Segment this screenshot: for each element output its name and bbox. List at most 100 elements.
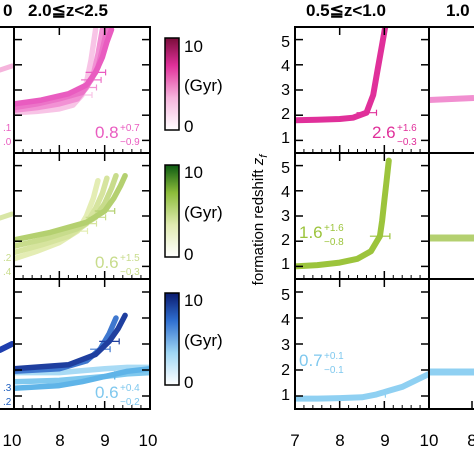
colorbar-top: 10 (Gyr) 0 — [164, 37, 223, 136]
annotation-left-bottom: 0.6 +0.4 −0.2 — [95, 383, 140, 408]
clipped-left-series-top — [0, 63, 15, 73]
annotation-left-bottom-value: 0.6 — [95, 383, 119, 402]
panel-frame-right-bottom — [294, 278, 430, 410]
annotation-right-bottom-value: 0.7 — [299, 351, 323, 370]
clipped-annotation-3: .2 — [3, 253, 12, 264]
annotation-left-top: 0.8 +0.7 −0.9 — [95, 123, 140, 148]
panel-right-top — [295, 27, 389, 124]
colorbar-middle-label-max: 10 — [184, 163, 203, 182]
colorbar-top-label-max: 10 — [184, 37, 203, 56]
annotation-right-bottom-minus: −0.1 — [324, 365, 344, 376]
annotation-left-middle-value: 0.6 — [95, 253, 119, 272]
colorbar-middle-label-unit: (Gyr) — [184, 203, 223, 222]
series-line-right-top-1 — [295, 27, 389, 124]
annotation-left-top-value: 0.8 — [95, 123, 119, 142]
clipped-annotation-4: .4 — [3, 267, 12, 278]
panel-frames — [0, 26, 474, 410]
annotation-left-middle-plus: +1.5 — [120, 253, 140, 264]
x-tick-label-right-1: 8 — [335, 431, 344, 450]
y-tick-label: 3 — [281, 208, 290, 225]
annotation-right-bottom-plus: +0.1 — [324, 351, 344, 362]
annotation-right-middle: 1.6 +1.6 −0.8 — [299, 223, 344, 248]
clipped-left-title: 0 — [3, 1, 12, 20]
y-tick-label: 4 — [281, 312, 290, 329]
clipped-annotation-6: .2 — [3, 397, 12, 408]
x-tick-label-left-0: 10 — [3, 431, 22, 450]
tick-marks — [13, 27, 473, 409]
annotation-right-middle-value: 1.6 — [299, 223, 323, 242]
annotation-right-middle-minus: −0.8 — [324, 237, 344, 248]
clipped-annotation-2: .0 — [3, 137, 12, 148]
colorbar-bottom-label-max: 10 — [184, 291, 203, 310]
y-tick-label: 5 — [281, 287, 290, 304]
clipped-left-series-bottom — [0, 341, 15, 353]
series-line-left-top-4 — [14, 27, 115, 107]
panel-right-bottom — [295, 370, 429, 402]
right-panel-title: 0.5≦z<1.0 — [306, 1, 386, 20]
y-tick-label: 2 — [281, 232, 290, 249]
y-tick-label: 3 — [281, 82, 290, 99]
annotation-left-bottom-plus: +0.4 — [120, 383, 140, 394]
clipped-annotation-1: .1 — [3, 123, 12, 134]
colorbar-bottom-label-min: 0 — [184, 373, 193, 392]
left-panel-title: 2.0≦z<2.5 — [28, 1, 108, 20]
series-layer — [0, 27, 474, 402]
annotation-right-top-minus: −0.3 — [397, 137, 417, 148]
colorbar-top-label-min: 0 — [184, 117, 193, 136]
annotation-right-bottom: 0.7 +0.1 −0.1 — [299, 351, 344, 376]
y-tick-label: 4 — [281, 58, 290, 75]
y-axis-title: formation redshift zf — [250, 154, 270, 286]
annotation-right-top-value: 2.6 — [372, 123, 396, 142]
annotation-left-middle: 0.6 +1.5 −0.3 — [95, 253, 140, 278]
y-tick-label: 2 — [281, 106, 290, 123]
x-tick-label-right-0: 7 — [290, 431, 299, 450]
annotation-left-top-plus: +0.7 — [120, 123, 140, 134]
colorbar-bottom: 10 (Gyr) 0 — [164, 291, 223, 392]
x-tick-label-clipped-right: 8 — [467, 431, 474, 450]
panel-frame-right-middle — [294, 152, 430, 280]
clipped-right-title: 1.0 — [446, 1, 470, 20]
y-tick-label: 1 — [281, 256, 290, 273]
y-tick-label: 2 — [281, 362, 290, 379]
series-line-right-bottom-1 — [295, 370, 429, 402]
x-tick-label-left-2: 9 — [100, 431, 109, 450]
colorbar-middle-gradient — [164, 164, 180, 258]
series-line-left-bottom-5 — [14, 312, 128, 372]
clipped-left-column — [0, 63, 15, 353]
colorbar-top-gradient — [164, 37, 180, 131]
y-tick-label: 5 — [281, 160, 290, 177]
colorbar-bottom-gradient — [164, 292, 180, 386]
x-tick-label-right-3: 10 — [420, 431, 439, 450]
y-axis-title-var: z — [250, 157, 267, 166]
y-axis-title-sub: f — [258, 154, 270, 158]
panel-left-bottom — [14, 312, 150, 391]
colorbar-middle-label-min: 0 — [184, 245, 193, 264]
colorbar-bottom-label-unit: (Gyr) — [184, 331, 223, 350]
annotation-left-bottom-minus: −0.2 — [120, 397, 140, 408]
clipped-left-series-middle — [0, 211, 15, 221]
x-tick-label-left-3: 10 — [139, 431, 158, 450]
series-line-left-bottom-3 — [14, 365, 150, 391]
panel-frame-right-top — [294, 26, 430, 154]
y-tick-labels: 5 4 3 2 1 5 4 3 2 1 5 4 3 2 1 — [281, 34, 290, 404]
clipped-annotation-5: .3 — [3, 383, 12, 394]
y-tick-label: 1 — [281, 130, 290, 147]
y-axis-title-text: formation redshift — [250, 165, 267, 285]
panel-left-top — [14, 27, 115, 116]
y-tick-label: 4 — [281, 184, 290, 201]
clipped-right-column — [429, 95, 474, 376]
annotation-right-top-plus: +1.6 — [397, 123, 417, 134]
colorbar-middle: 10 (Gyr) 0 — [164, 163, 223, 264]
series-line-right-middle-1 — [295, 157, 392, 270]
panel-left-middle — [14, 172, 128, 262]
annotation-left-middle-minus: −0.3 — [120, 267, 140, 278]
y-tick-label: 1 — [281, 387, 290, 404]
colorbar-top-label-unit: (Gyr) — [184, 76, 223, 95]
clipped-right-series-top — [429, 95, 474, 103]
x-tick-label-right-2: 9 — [380, 431, 389, 450]
annotation-right-top: 2.6 +1.6 −0.3 — [372, 123, 417, 148]
annotation-left-top-minus: −0.9 — [120, 137, 140, 148]
annotation-right-middle-plus: +1.6 — [324, 223, 344, 234]
panel-right-middle — [295, 157, 392, 270]
